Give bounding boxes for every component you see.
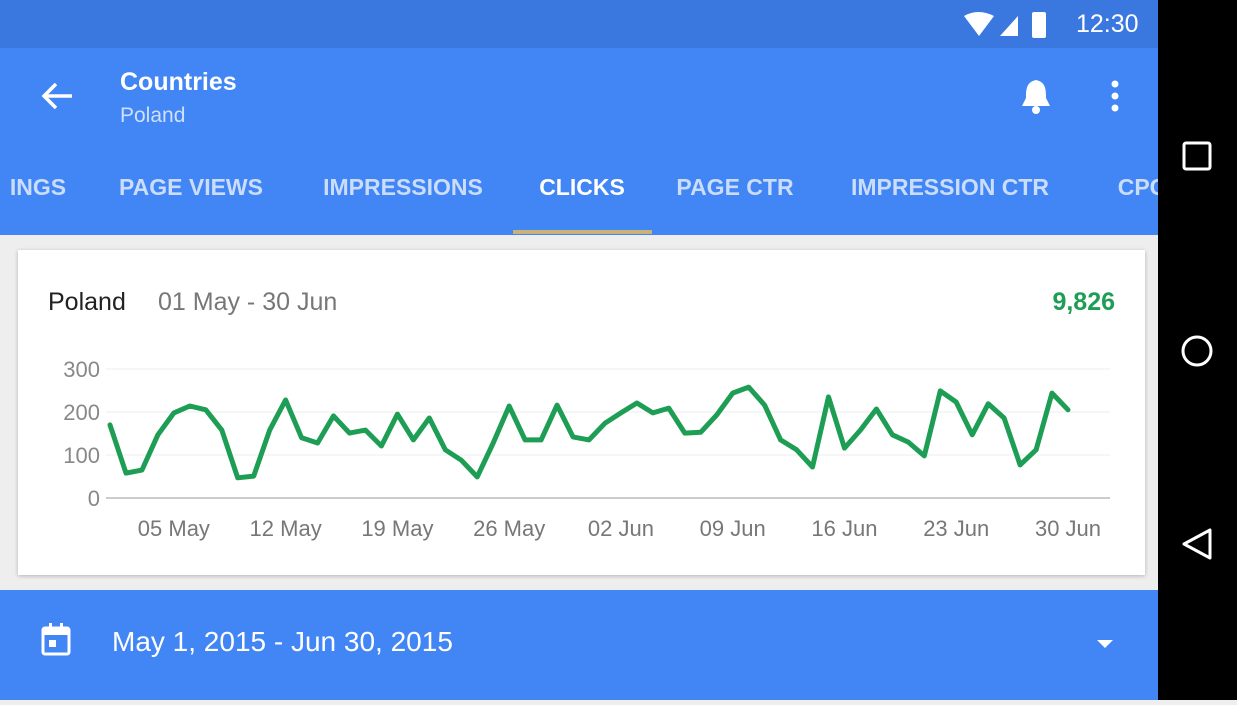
tab[interactable]: PAGE CTR xyxy=(676,174,794,200)
tab[interactable]: PAGE VIEWS xyxy=(119,174,263,200)
tab[interactable]: CLICKS xyxy=(539,174,625,200)
title: Countries xyxy=(120,68,237,96)
nav-buttons xyxy=(1181,141,1213,560)
x-tick-label: 26 May xyxy=(473,516,545,541)
x-tick-label: 23 Jun xyxy=(923,516,989,541)
x-tick-label: 30 Jun xyxy=(1035,516,1101,541)
y-tick-label: 200 xyxy=(63,400,100,425)
tab[interactable]: CPC xyxy=(1117,174,1158,200)
y-tick-label: 100 xyxy=(63,443,100,468)
chart-card: Poland 01 May - 30 Jun 9,826 0 100 200 300 0… xyxy=(18,250,1145,575)
app-bar: Countries Poland INGS PAGE VIEWS IMPRESSIO… xyxy=(0,48,1158,235)
back-nav-button[interactable] xyxy=(1182,528,1212,560)
chart: 0 100 200 300 05 May 12 May 19 May 26 May 02 Jun… xyxy=(63,357,1110,541)
date-bar[interactable]: May 1, 2015 - Jun 30, 2015 xyxy=(0,590,1158,700)
x-tick-label: 05 May xyxy=(138,516,210,541)
card-country: Poland xyxy=(48,288,126,316)
x-tick-label: 16 Jun xyxy=(811,516,877,541)
series-line xyxy=(107,384,1071,481)
tab[interactable]: IMPRESSION CTR xyxy=(850,174,1050,200)
home-button[interactable] xyxy=(1181,335,1213,367)
x-tick-label: 12 May xyxy=(250,516,322,541)
calendar-icon xyxy=(41,623,71,656)
notification-button[interactable] xyxy=(1018,76,1054,116)
status-bar: 12:30 xyxy=(0,0,1158,48)
recents-button[interactable] xyxy=(1182,141,1212,171)
x-tick-label: 19 May xyxy=(361,516,433,541)
status-icons xyxy=(964,12,1046,38)
x-tick-label: 09 Jun xyxy=(700,516,766,541)
card-total: 9,826 xyxy=(1052,288,1115,316)
tab-indicator xyxy=(513,230,652,234)
subtitle: Poland xyxy=(120,104,186,127)
tab[interactable]: IMPRESSIONS xyxy=(323,174,483,200)
clock: 12:30 xyxy=(1076,10,1139,38)
tab[interactable]: INGS xyxy=(9,174,67,200)
y-tick-label: 0 xyxy=(88,486,100,511)
card-range: 01 May - 30 Jun xyxy=(158,288,338,316)
menu-button[interactable] xyxy=(1108,78,1122,114)
nav-bar xyxy=(1158,0,1237,700)
y-tick-label: 300 xyxy=(63,357,100,382)
dropdown-arrow[interactable] xyxy=(1096,638,1114,650)
back-button[interactable] xyxy=(40,80,76,112)
x-tick-label: 02 Jun xyxy=(588,516,654,541)
date-range: May 1, 2015 - Jun 30, 2015 xyxy=(112,626,453,657)
